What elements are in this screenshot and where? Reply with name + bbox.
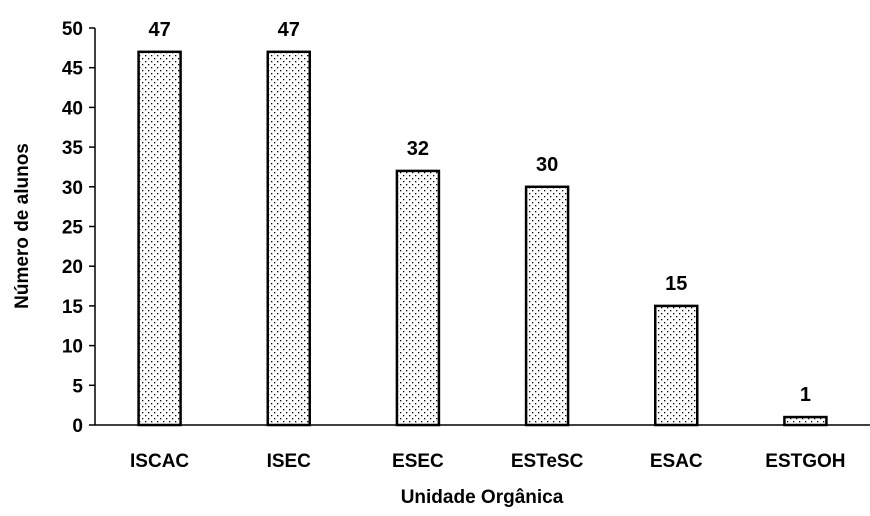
x-axis-title: Unidade Orgânica xyxy=(401,487,564,508)
y-tick-label: 50 xyxy=(62,19,83,40)
y-tick-label: 5 xyxy=(72,376,83,397)
data-label-iscac: 47 xyxy=(148,19,170,41)
data-labels: 47 47 32 30 15 1 xyxy=(148,19,811,406)
data-label-estgoh: 1 xyxy=(800,384,811,406)
bar-estesc xyxy=(524,185,570,427)
bar-esac xyxy=(654,304,699,427)
y-tick-label: 35 xyxy=(62,138,84,159)
y-tick-label: 40 xyxy=(62,98,83,119)
y-tick-label: 30 xyxy=(62,178,83,199)
bar-estgoh xyxy=(783,415,828,427)
x-axis-category-labels: ISCAC ISEC ESEC ESTeSC ESAC ESTGOH xyxy=(130,451,846,472)
y-tick-label: 25 xyxy=(62,218,84,239)
y-tick-label: 45 xyxy=(62,59,84,80)
bar-isec xyxy=(266,50,311,427)
x-category-label-esac: ESAC xyxy=(650,451,703,472)
data-label-isec: 47 xyxy=(278,19,300,41)
x-category-label-iscac: ISCAC xyxy=(130,451,189,472)
data-label-esec: 32 xyxy=(407,138,429,160)
y-tick-label: 10 xyxy=(62,337,83,358)
x-category-label-esec: ESEC xyxy=(392,451,444,472)
y-tick-label: 15 xyxy=(62,297,84,318)
data-label-esac: 15 xyxy=(665,273,687,295)
x-category-label-isec: ISEC xyxy=(267,451,312,472)
y-axis-ticks: 0 5 10 15 20 25 30 35 40 45 50 xyxy=(62,19,95,437)
data-label-estesc: 30 xyxy=(536,154,558,176)
bar-iscac xyxy=(137,50,182,427)
y-tick-label: 0 xyxy=(72,416,83,437)
bar-esec xyxy=(395,169,441,427)
x-category-label-estgoh: ESTGOH xyxy=(765,451,845,472)
x-category-label-estesc: ESTeSC xyxy=(511,451,584,472)
y-tick-label: 20 xyxy=(62,257,83,278)
y-axis-title: Número de alunos xyxy=(12,143,33,309)
bars xyxy=(137,50,828,427)
